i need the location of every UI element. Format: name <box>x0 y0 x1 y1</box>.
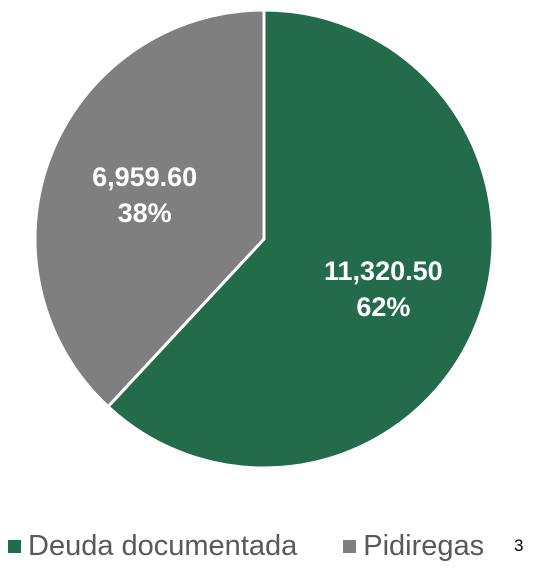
data-label-deuda-documentada: 11,320.50 62% <box>324 256 443 322</box>
legend-item-deuda-documentada: Deuda documentada <box>8 530 297 563</box>
page-number: 3 <box>514 536 524 555</box>
data-label-percent: 38% <box>118 198 172 228</box>
legend-item-pidiregas: Pidiregas <box>343 530 484 563</box>
pie-slice-pidiregas <box>33 8 266 409</box>
legend-label-deuda-documentada: Deuda documentada <box>28 530 298 562</box>
legend: Deuda documentada Pidiregas <box>8 530 530 563</box>
data-label-value: 6,959.60 <box>92 162 197 192</box>
legend-swatch-pidiregas <box>343 540 357 553</box>
legend-label-pidiregas: Pidiregas <box>363 530 485 562</box>
data-label-pidiregas: 6,959.60 38% <box>92 162 197 228</box>
pie-slice-deuda-documentada <box>106 8 495 470</box>
legend-swatch-deuda-documentada <box>8 540 21 553</box>
data-label-percent: 62% <box>356 292 410 322</box>
data-label-value: 11,320.50 <box>324 256 443 286</box>
